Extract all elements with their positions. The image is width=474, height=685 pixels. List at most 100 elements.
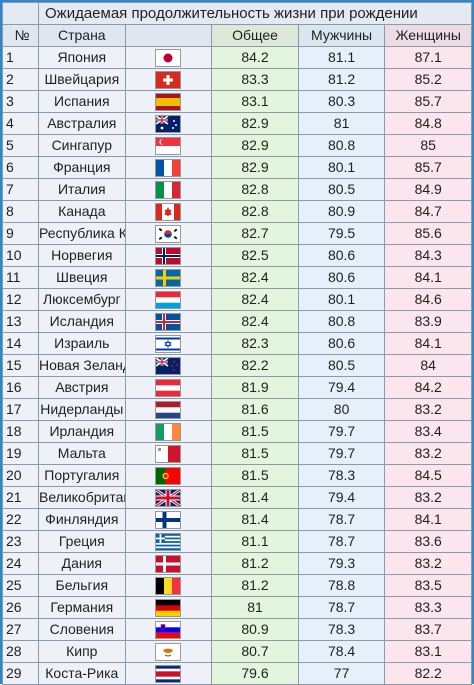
- flag-cell: [124, 354, 213, 377]
- flag-cell: [124, 178, 213, 201]
- flag-cell: [124, 442, 213, 465]
- row-number: 2: [2, 68, 39, 91]
- country-name: Великобритания: [38, 486, 126, 509]
- denmark-flag-icon: [155, 555, 182, 574]
- table-row: 2 Швейцария 83.3 81.2 85.2: [2, 68, 472, 91]
- country-name: Испания: [38, 90, 126, 113]
- row-number: 11: [2, 266, 39, 289]
- men-value: 79.3: [297, 552, 386, 575]
- header-men: Мужчины: [297, 24, 386, 47]
- row-number: 13: [2, 310, 39, 333]
- women-value: 85: [384, 134, 472, 157]
- women-value: 84.2: [384, 376, 472, 399]
- row-number: 15: [2, 354, 39, 377]
- total-value: 81.2: [211, 574, 299, 597]
- total-value: 80.9: [211, 618, 299, 641]
- total-value: 81.6: [211, 398, 299, 421]
- men-value: 80.6: [297, 332, 386, 355]
- switzerland-flag-icon: [155, 71, 182, 90]
- flag-cell: [124, 46, 213, 69]
- country-name: Финляндия: [38, 508, 126, 531]
- men-value: 81: [297, 112, 386, 135]
- men-value: 78.4: [297, 640, 386, 663]
- table-row: 3 Испания 83.1 80.3 85.7: [2, 90, 472, 113]
- row-number: 29: [2, 662, 39, 685]
- country-name: Швеция: [38, 266, 126, 289]
- flag-cell: [124, 398, 213, 421]
- men-value: 79.4: [297, 376, 386, 399]
- flag-cell: [124, 596, 213, 619]
- table-row: 7 Италия 82.8 80.5 84.9: [2, 178, 472, 201]
- men-value: 78.7: [297, 508, 386, 531]
- table-row: 12 Люксембург 82.4 80.1 84.6: [2, 288, 472, 311]
- country-name: Дания: [38, 552, 126, 575]
- finland-flag-icon: [155, 511, 182, 530]
- row-number: 27: [2, 618, 39, 641]
- row-number: 19: [2, 442, 39, 465]
- row-number: 22: [2, 508, 39, 531]
- men-value: 79.4: [297, 486, 386, 509]
- country-name: Новая Зеландия: [38, 354, 126, 377]
- row-number: 17: [2, 398, 39, 421]
- total-value: 81.1: [211, 530, 299, 553]
- women-value: 83.3: [384, 596, 472, 619]
- flag-cell: [124, 134, 213, 157]
- women-value: 84.8: [384, 112, 472, 135]
- singapore-flag-icon: [155, 137, 182, 156]
- women-value: 83.4: [384, 420, 472, 443]
- norway-flag-icon: [155, 247, 182, 266]
- total-value: 81.9: [211, 376, 299, 399]
- table-row: 21Великобритания 81.479.483.2: [2, 486, 472, 509]
- men-value: 81.1: [297, 46, 386, 69]
- spain-flag-icon: [155, 93, 182, 112]
- women-value: 83.7: [384, 618, 472, 641]
- flag-cell: [124, 90, 213, 113]
- canada-flag-icon: [155, 203, 182, 222]
- flag-cell: [124, 288, 213, 311]
- row-number: 20: [2, 464, 39, 487]
- table-row: 20 Португалия 81.5 78.3 84.5: [2, 464, 472, 487]
- country-name: Бельгия: [38, 574, 126, 597]
- row-number: 18: [2, 420, 39, 443]
- table-row: 19 Мальта 81.5 79.7 83.2: [2, 442, 472, 465]
- men-value: 80.6: [297, 266, 386, 289]
- table-row: 8 Канада 82.8 80.9 84.7: [2, 200, 472, 223]
- men-value: 80.5: [297, 178, 386, 201]
- total-value: 82.8: [211, 200, 299, 223]
- country-name: Швейцария: [38, 68, 126, 91]
- table-row: 17 Нидерланды 81.6 80 83.2: [2, 398, 472, 421]
- country-name: Словения: [38, 618, 126, 641]
- table-row: 22 Финляндия 81.4 78.7 84.1: [2, 508, 472, 531]
- country-name: Республика Корея: [38, 222, 126, 245]
- women-value: 83.9: [384, 310, 472, 333]
- women-value: 85.7: [384, 90, 472, 113]
- men-value: 78.3: [297, 618, 386, 641]
- women-value: 84.1: [384, 266, 472, 289]
- women-value: 84.3: [384, 244, 472, 267]
- uk-flag-icon: [155, 489, 182, 508]
- table-row: 28 Кипр 80.7 78.4 83.1: [2, 640, 472, 663]
- row-number: 23: [2, 530, 39, 553]
- table-row: 26 Германия 81 78.7 83.3: [2, 596, 472, 619]
- row-number: 12: [2, 288, 39, 311]
- row-number: 21: [2, 486, 39, 509]
- cyprus-flag-icon: [155, 643, 182, 662]
- women-value: 83.2: [384, 442, 472, 465]
- header-total: Общее: [211, 24, 299, 47]
- flag-cell: [124, 244, 213, 267]
- women-value: 85.2: [384, 68, 472, 91]
- total-value: 82.8: [211, 178, 299, 201]
- country-name: Люксембург: [38, 288, 126, 311]
- men-value: 78.7: [297, 596, 386, 619]
- header-flag: [124, 24, 213, 47]
- men-value: 81.2: [297, 68, 386, 91]
- men-value: 80.1: [297, 288, 386, 311]
- row-number: 24: [2, 552, 39, 575]
- men-value: 80.6: [297, 244, 386, 267]
- table-row: 14 Израиль 82.3 80.6 84.1: [2, 332, 472, 355]
- women-value: 84.7: [384, 200, 472, 223]
- table-row: 11 Швеция 82.4 80.6 84.1: [2, 266, 472, 289]
